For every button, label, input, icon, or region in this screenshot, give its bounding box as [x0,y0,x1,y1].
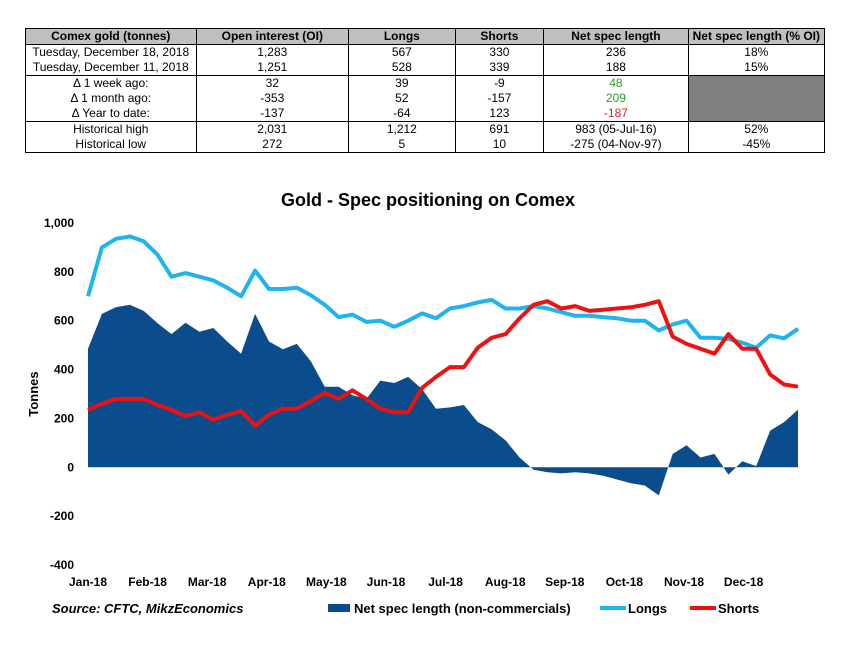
table-cell: 272 [195,137,350,153]
table-cell: 15% [687,60,826,76]
table-cell: 1,212 [348,121,456,137]
row-label: Δ 1 month ago: [25,91,197,106]
x-tick-label: Nov-18 [664,575,704,589]
x-tick-label: Aug-18 [485,575,526,589]
table-cell: 567 [348,44,456,60]
table-cell: 123 [454,106,545,122]
table-cell: -64 [348,106,456,122]
shorts-line [87,299,799,428]
table-row: Historical high 2,031 1,212 691 983 (05-… [25,121,826,137]
legend-net-label: Net spec length (non-commercials) [354,601,571,616]
x-tick-label: May-18 [306,575,347,589]
table-cell: 2,031 [195,121,350,137]
table-cell: 10 [454,137,545,153]
row-label: Δ Year to date: [25,106,197,122]
table-cell: 339 [454,60,545,76]
table-cell: -45% [687,137,826,153]
table-cell: 983 (05-Jul-16) [543,121,689,137]
header-cell: Shorts [454,28,545,45]
table-cell: 48 [543,75,689,91]
legend-shorts-label: Shorts [718,601,759,616]
y-tick-label: -200 [50,509,74,523]
table-cell: 52% [687,121,826,137]
table-cell: 1,283 [195,44,350,60]
plot-area [86,234,800,496]
legend-longs-label: Longs [628,601,667,616]
x-tick-label: Mar-18 [188,575,227,589]
table-cell: -353 [195,91,350,106]
row-label: Tuesday, December 11, 2018 [25,60,197,76]
legend: Net spec length (non-commercials) Longs … [328,601,759,616]
row-label: Δ 1 week ago: [25,75,197,91]
x-tick-label: Sep-18 [545,575,585,589]
header-cell: Comex gold (tonnes) [25,28,197,45]
x-tick-label: Apr-18 [248,575,286,589]
table-cell: 209 [543,91,689,106]
table-cell: 330 [454,44,545,60]
x-tick-label: Oct-18 [606,575,644,589]
table-row: Tuesday, December 18, 2018 1,283 567 330… [25,44,826,60]
table-row: Δ 1 month ago: -353 52 -157 209 [25,91,825,106]
header-cell: Net spec length (% OI) [687,28,826,45]
table-cell: 52 [348,91,456,106]
y-axis: 1,000 800 600 400 200 0 -200 -400 [44,216,74,572]
table-row: Δ Year to date: -137 -64 123 -187 [25,106,825,122]
y-tick-label: 800 [54,265,74,279]
table-cell: 528 [348,60,456,76]
table-cell: -137 [195,106,350,122]
longs-line [86,234,800,350]
table-cell: 39 [348,75,456,91]
row-label: Historical low [25,137,197,153]
row-label: Historical high [25,121,197,137]
table-cell: 188 [543,60,689,76]
x-tick-label: Feb-18 [128,575,167,589]
header-cell: Longs [348,28,456,45]
chart-title: Gold - Spec positioning on Comex [281,190,575,210]
grey-cell [687,75,826,122]
legend-net-swatch [328,604,350,612]
row-label: Tuesday, December 18, 2018 [25,44,197,60]
table-row: Tuesday, December 11, 2018 1,251 528 339… [25,60,826,76]
x-tick-label: Jan-18 [69,575,107,589]
y-tick-label: 600 [54,314,74,328]
header-cell: Net spec length [543,28,689,45]
y-axis-label: Tonnes [26,371,41,416]
x-tick-label: Jun-18 [367,575,406,589]
table-row: Δ 1 week ago: 32 39 -9 48 [25,75,826,122]
table-cell: 691 [454,121,545,137]
header-cell: Open interest (OI) [195,28,350,45]
y-tick-label: -400 [50,558,74,572]
x-tick-label: Jul-18 [428,575,463,589]
table-cell: 32 [195,75,350,91]
source-note: Source: CFTC, MikzEconomics [52,601,243,616]
table-row: Historical low 272 5 10 -275 (04-Nov-97)… [25,137,826,153]
table-header-row: Comex gold (tonnes) Open interest (OI) L… [25,28,826,45]
x-axis: Jan-18 Feb-18 Mar-18 Apr-18 May-18 Jun-18 Jul-… [69,575,764,589]
y-tick-label: 400 [54,363,74,377]
table-cell: 18% [687,44,826,60]
table-cell: -187 [543,106,689,122]
table-cell: -275 (04-Nov-97) [543,137,689,153]
y-tick-label: 1,000 [44,216,74,230]
net-spec-area [88,304,798,496]
y-tick-label: 200 [54,411,74,425]
table-cell: -157 [454,91,545,106]
y-tick-label: 0 [67,460,74,474]
table-cell: 236 [543,44,689,60]
x-tick-label: Dec-18 [724,575,764,589]
table-cell: 5 [348,137,456,153]
spec-positioning-chart: Gold - Spec positioning on Comex Tonnes … [26,190,800,616]
positioning-table: Comex gold (tonnes) Open interest (OI) L… [25,28,826,153]
table-cell: 1,251 [195,60,350,76]
table-cell: -9 [454,75,545,91]
